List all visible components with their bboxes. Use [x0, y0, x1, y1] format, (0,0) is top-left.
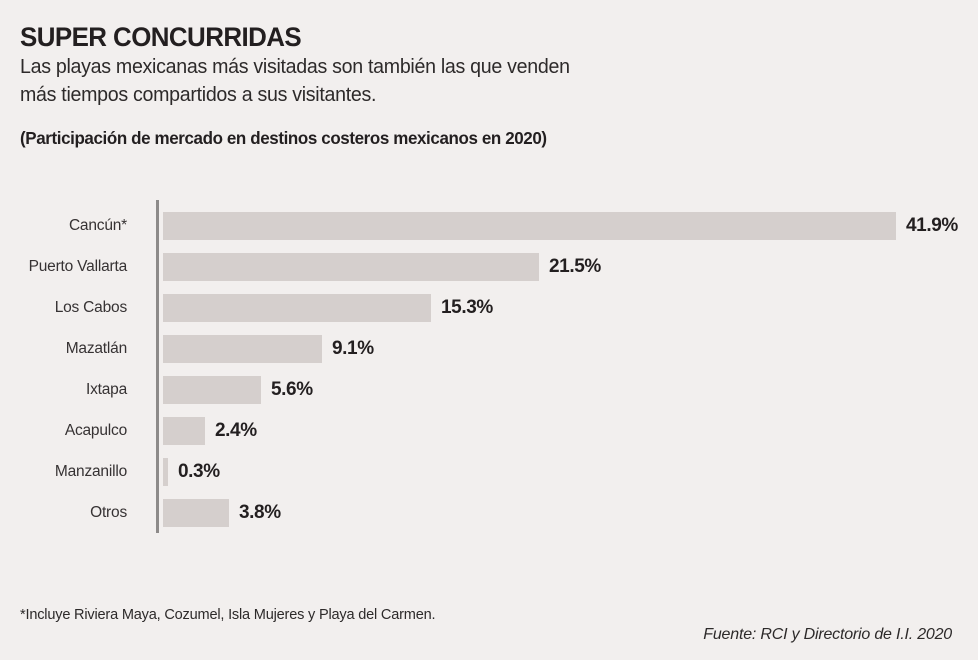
value-label: 0.3%	[178, 461, 220, 482]
value-label: 3.8%	[239, 502, 281, 523]
chart-kicker: (Participación de mercado en destinos co…	[20, 128, 547, 148]
subtitle-line-1: Las playas mexicanas más visitadas son t…	[20, 56, 570, 78]
subtitle-line-2: más tiempos compartidos a sus visitantes…	[20, 84, 377, 106]
page-title: SUPER CONCURRIDAS	[20, 22, 302, 52]
chart-row: Puerto Vallarta 21.5%	[29, 253, 903, 281]
footnote: *Incluye Riviera Maya, Cozumel, Isla Muj…	[20, 606, 436, 623]
bar-puerto-vallarta	[163, 253, 539, 281]
chart-rows-axis: Cancún* 41.9% Puerto Vallarta 21.5% Los Cabo…	[29, 200, 958, 533]
bar-canc-n	[163, 212, 896, 240]
chart-row: Manzanillo 0.3%	[55, 458, 903, 486]
category-label: Acapulco	[64, 422, 127, 439]
source-credit: Fuente: RCI y Directorio de I.I. 2020	[703, 626, 952, 643]
value-label: 21.5%	[549, 256, 601, 277]
category-label: Cancún*	[68, 217, 127, 234]
chart-row: Los Cabos 15.3%	[55, 294, 903, 322]
chart-row: Mazatlán 9.1%	[66, 335, 903, 363]
value-label: 5.6%	[271, 379, 313, 400]
value-label: 9.1%	[332, 338, 374, 359]
bar-los-cabos	[163, 294, 431, 322]
category-label: Otros	[90, 504, 127, 521]
value-label: 2.4%	[215, 420, 257, 441]
category-label: Ixtapa	[85, 381, 127, 398]
bar-ixtapa	[163, 376, 261, 404]
chart-row: Ixtapa 5.6%	[86, 376, 903, 404]
category-label: Puerto Vallarta	[28, 258, 128, 275]
category-label: Los Cabos	[54, 299, 128, 316]
chart-row: Otros 3.8%	[90, 499, 903, 527]
bar-mazatl-n	[163, 335, 322, 363]
chart-row: Cancún* 41.9%	[69, 212, 958, 240]
value-label: 41.9%	[906, 215, 958, 236]
chart-row: Acapulco 2.4%	[65, 417, 903, 445]
category-label: Mazatlán	[65, 340, 127, 357]
bar-chart: Cancún* 41.9% Puerto Vallarta 21.5% Los Cabo…	[29, 200, 958, 533]
value-label: 15.3%	[441, 297, 493, 318]
bar-manzanillo	[163, 458, 168, 486]
bar-acapulco	[163, 417, 205, 445]
bar-otros	[163, 499, 229, 527]
category-label: Manzanillo	[54, 463, 127, 480]
chart-subtitle: Las playas mexicanas más visitadas son t…	[20, 53, 570, 109]
